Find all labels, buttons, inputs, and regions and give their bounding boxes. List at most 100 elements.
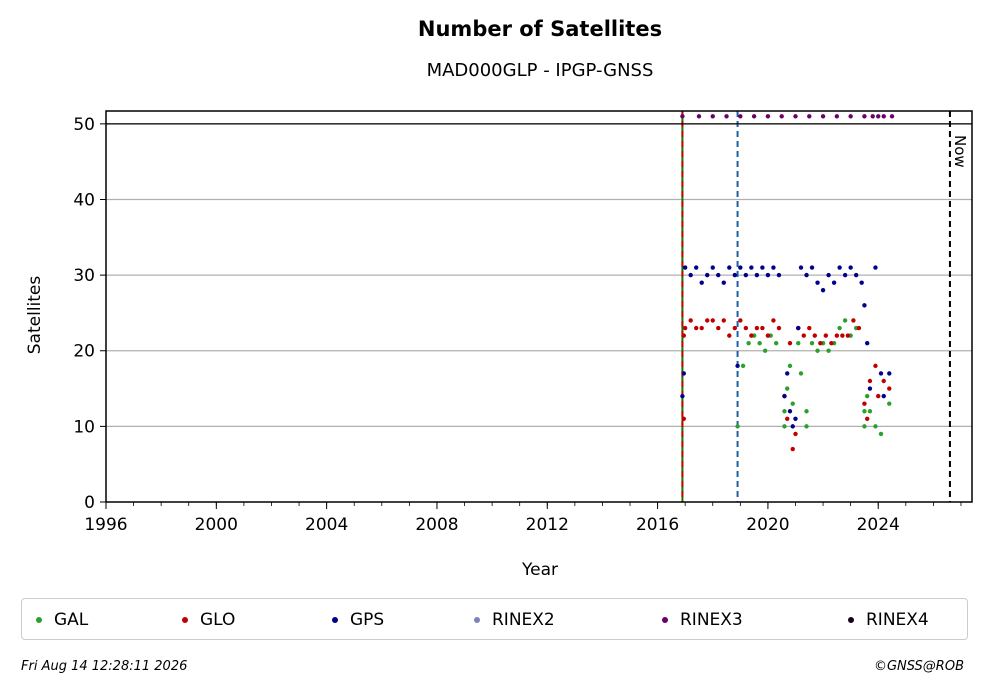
axes: 0 10 20 30 40 50 1996 2000 2004 2008 2012 2016 2020 2… <box>73 110 973 535</box>
data-point <box>765 333 771 338</box>
data-point <box>887 401 892 406</box>
data-point <box>790 424 795 429</box>
data-point <box>724 114 729 119</box>
data-point <box>705 272 710 278</box>
data-point <box>699 325 704 331</box>
data-point <box>762 348 768 353</box>
y-tick-label: 10 <box>73 417 95 437</box>
data-point <box>699 280 704 285</box>
data-point <box>776 325 782 331</box>
legend-item-gal: GAL <box>36 599 88 641</box>
plot-frame <box>105 110 973 503</box>
data-point <box>887 371 892 376</box>
data-point <box>682 325 688 331</box>
data-point <box>727 265 732 270</box>
y-axis-label: Satellites <box>25 276 45 355</box>
x-tick-label: 2004 <box>305 515 348 535</box>
data-point <box>887 386 892 391</box>
chart-title: Number of Satellites <box>417 17 663 41</box>
data-point <box>796 325 801 331</box>
data-point <box>845 333 851 338</box>
legend-label: RINEX2 <box>492 610 555 630</box>
y-tick-label: 0 <box>84 493 95 513</box>
data-point <box>694 325 699 331</box>
x-tick-label: 1996 <box>84 515 127 535</box>
legend-label: GAL <box>54 610 89 630</box>
footer-credit: ©GNSS@ROB <box>873 659 964 674</box>
data-point <box>785 416 790 422</box>
data-point <box>727 333 732 338</box>
data-point <box>743 272 749 278</box>
data-point <box>862 114 867 119</box>
data-point <box>710 265 715 270</box>
data-point <box>743 325 749 331</box>
data-point <box>738 265 743 270</box>
data-point <box>771 318 776 323</box>
data-point <box>873 265 878 270</box>
data-point <box>848 265 853 270</box>
data-point <box>796 340 801 346</box>
data-point <box>823 333 829 338</box>
data-point <box>787 409 793 414</box>
data-point <box>790 401 795 406</box>
data-point <box>820 288 826 293</box>
data-point <box>779 114 784 119</box>
legend-marker-icon <box>474 617 480 623</box>
data-point <box>873 424 878 429</box>
data-point <box>807 114 812 119</box>
legend-item-gps: GPS <box>332 599 384 641</box>
legend-marker-icon <box>36 617 42 623</box>
data-point <box>881 378 886 384</box>
data-point <box>878 371 884 376</box>
legend-item-rinex4: RINEX4 <box>848 599 929 641</box>
data-point <box>842 272 848 278</box>
data-point <box>754 325 760 331</box>
legend-item-rinex2: RINEX2 <box>474 599 555 641</box>
data-point <box>749 333 754 338</box>
data-point <box>782 424 787 429</box>
data-point <box>738 114 743 119</box>
data-point <box>831 280 837 285</box>
legend-label: GLO <box>200 610 236 630</box>
data-point <box>815 280 820 285</box>
data-point <box>785 371 790 376</box>
data-point <box>787 363 793 369</box>
y-tick-label: 30 <box>73 266 95 286</box>
data-point <box>867 409 873 414</box>
data-point <box>862 409 867 414</box>
data-point <box>809 340 815 346</box>
data-point <box>837 265 842 270</box>
data-point <box>735 363 740 369</box>
data-point <box>804 409 809 414</box>
y-tick-label: 20 <box>73 342 95 362</box>
data-point <box>804 272 809 278</box>
data-point <box>771 265 776 270</box>
data-point <box>681 371 686 376</box>
data-point <box>732 272 738 278</box>
data-point <box>716 272 721 278</box>
data-point <box>798 265 804 270</box>
data-point <box>859 280 864 285</box>
data-point <box>862 401 867 406</box>
legend-marker-icon <box>182 617 188 623</box>
chart-plot: 0 10 20 30 40 50 1996 2000 2004 2008 2012 2016 2020 2… <box>25 110 973 580</box>
data-point <box>721 280 726 285</box>
data-point <box>807 325 812 331</box>
data-point <box>815 348 820 353</box>
vertical-markers <box>681 111 951 502</box>
data-point <box>837 325 842 331</box>
data-point <box>834 114 840 119</box>
data-point <box>804 424 809 429</box>
data-point <box>688 318 693 323</box>
legend: GAL GLO GPS RINEX2 RINEX3 RINEX4 <box>21 598 968 640</box>
data-point <box>870 114 875 119</box>
data-point <box>856 325 862 331</box>
data-point <box>864 340 870 346</box>
data-point <box>820 114 826 119</box>
data-point <box>793 416 798 422</box>
legend-label: RINEX4 <box>866 610 929 630</box>
data-point <box>776 272 782 278</box>
data-point <box>746 340 751 346</box>
y-tick-label: 50 <box>73 115 95 135</box>
data-point <box>681 416 686 422</box>
